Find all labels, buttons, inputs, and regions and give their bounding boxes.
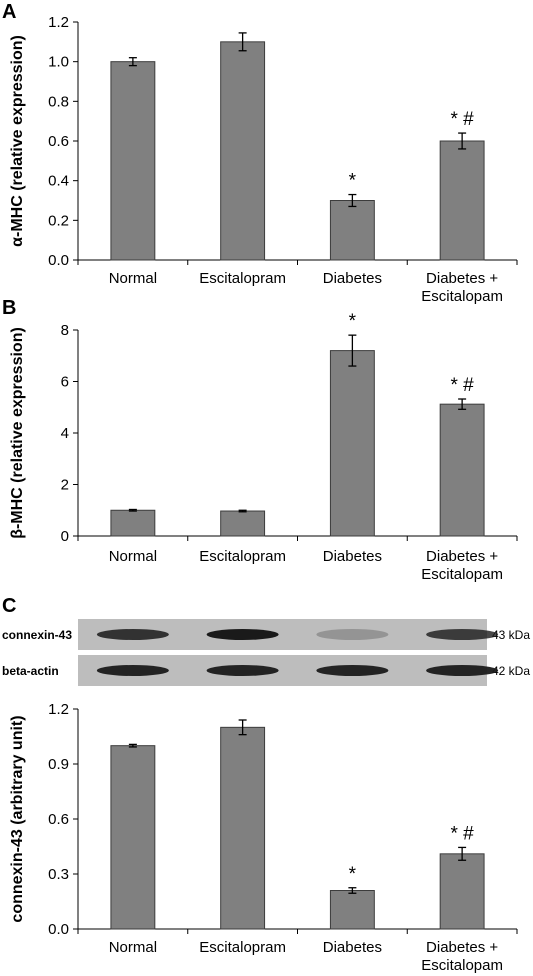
blot-band bbox=[206, 629, 279, 640]
x-tick-label-line: Normal bbox=[109, 548, 157, 565]
y-axis-label: connexin-43 (arbitrary unit) bbox=[9, 715, 26, 922]
y-tick-label: 6 bbox=[61, 374, 69, 391]
y-tick-label: 1.2 bbox=[48, 14, 69, 31]
blot-band bbox=[426, 665, 499, 676]
blot-band bbox=[426, 629, 499, 640]
y-tick-label: 0.3 bbox=[48, 866, 69, 883]
y-tick-label: 2 bbox=[61, 477, 69, 494]
x-tick-label: Diabetes bbox=[323, 939, 382, 956]
y-tick-label: 8 bbox=[61, 322, 69, 339]
significance-annotation: * # bbox=[451, 109, 475, 130]
blot-band bbox=[316, 665, 389, 676]
significance-annotation: * bbox=[349, 864, 357, 885]
y-tick-label: 0.6 bbox=[48, 133, 69, 150]
y-tick-label: 0.0 bbox=[48, 252, 69, 269]
y-tick-label: 0.0 bbox=[48, 921, 69, 938]
y-tick-label: 0.2 bbox=[48, 212, 69, 229]
y-tick-label: 1.0 bbox=[48, 54, 69, 71]
bar bbox=[110, 509, 156, 537]
blot-band bbox=[206, 665, 279, 676]
significance-annotation: * bbox=[349, 311, 357, 332]
y-tick-label: 0 bbox=[61, 528, 69, 545]
panel-b: B 0 2 4 6 8 β-MHC (relative expression) Normal E… bbox=[2, 297, 518, 583]
x-tick-label-line: Diabetes + bbox=[426, 270, 498, 287]
x-tick-label-line: Escitalopam bbox=[421, 288, 503, 305]
bar bbox=[329, 890, 375, 930]
x-tick-label: Escitalopram bbox=[199, 270, 286, 287]
bar bbox=[439, 140, 485, 261]
significance-annotation: * # bbox=[451, 823, 475, 844]
x-tick-label-line: Escitalopam bbox=[421, 957, 503, 974]
blot-row-label: connexin-43 bbox=[2, 628, 72, 642]
x-tick-label-line: Escitalopram bbox=[199, 548, 286, 565]
x-tick-label: Diabetes bbox=[323, 548, 382, 565]
x-tick-label: Diabetes + Escitalopam bbox=[421, 548, 503, 583]
significance-annotation: * # bbox=[451, 375, 475, 396]
y-tick-label: 0.4 bbox=[48, 173, 69, 190]
x-tick-label: Diabetes + Escitalopam bbox=[421, 270, 503, 305]
bar bbox=[329, 200, 375, 261]
bar bbox=[220, 41, 266, 261]
panel-c: C 0.0 0.3 0.6 0.9 1.2 connexin-43 (arbitrary u… bbox=[2, 595, 518, 974]
y-tick-label: 0.9 bbox=[48, 756, 69, 773]
x-tick-label-line: Diabetes bbox=[323, 939, 382, 956]
x-tick-label-line: Escitalopram bbox=[199, 270, 286, 287]
x-tick-label-line: Escitalopram bbox=[199, 939, 286, 956]
panel-letter: A bbox=[2, 1, 16, 23]
x-tick-label-line: Normal bbox=[109, 939, 157, 956]
blot-band bbox=[96, 665, 169, 676]
y-axis-label: β-MHC (relative expression) bbox=[9, 327, 26, 539]
x-tick-label: Diabetes + Escitalopam bbox=[421, 939, 503, 974]
x-tick-label-line: Diabetes bbox=[323, 548, 382, 565]
y-tick-label: 1.2 bbox=[48, 701, 69, 718]
bar bbox=[110, 745, 156, 930]
x-tick-label-line: Escitalopam bbox=[421, 566, 503, 583]
x-tick-label: Escitalopram bbox=[199, 939, 286, 956]
panel-letter: B bbox=[2, 297, 16, 319]
bar bbox=[329, 350, 375, 537]
bar bbox=[439, 403, 485, 537]
x-tick-label-line: Normal bbox=[109, 270, 157, 287]
significance-annotation: * bbox=[349, 171, 357, 192]
y-tick-label: 4 bbox=[61, 425, 69, 442]
panel-a: A 0.0 0.2 0.4 0.6 0.8 1.0 1.2 α-MHC (relative ex… bbox=[2, 1, 518, 305]
blot-size-label: 42 kDa bbox=[492, 664, 530, 678]
y-axis-label: α-MHC (relative expression) bbox=[9, 35, 26, 247]
bar bbox=[110, 61, 156, 261]
blot-band bbox=[96, 629, 169, 640]
x-tick-label: Diabetes bbox=[323, 270, 382, 287]
y-tick-label: 0.8 bbox=[48, 93, 69, 110]
western-blot: connexin-43 43 kDa beta-actin 42 kDa bbox=[2, 619, 530, 686]
x-tick-label: Normal bbox=[109, 270, 157, 287]
bar bbox=[439, 853, 485, 930]
x-tick-label-line: Diabetes + bbox=[426, 548, 498, 565]
blot-row-label: beta-actin bbox=[2, 664, 59, 678]
x-tick-label: Normal bbox=[109, 548, 157, 565]
x-tick-label: Normal bbox=[109, 939, 157, 956]
blot-band bbox=[316, 629, 389, 640]
x-tick-label-line: Diabetes bbox=[323, 270, 382, 287]
blot-size-label: 43 kDa bbox=[492, 628, 530, 642]
bar bbox=[220, 726, 266, 930]
x-tick-label: Escitalopram bbox=[199, 548, 286, 565]
y-tick-label: 0.6 bbox=[48, 811, 69, 828]
bar bbox=[220, 510, 266, 537]
x-tick-label-line: Diabetes + bbox=[426, 939, 498, 956]
panel-letter: C bbox=[2, 595, 16, 617]
